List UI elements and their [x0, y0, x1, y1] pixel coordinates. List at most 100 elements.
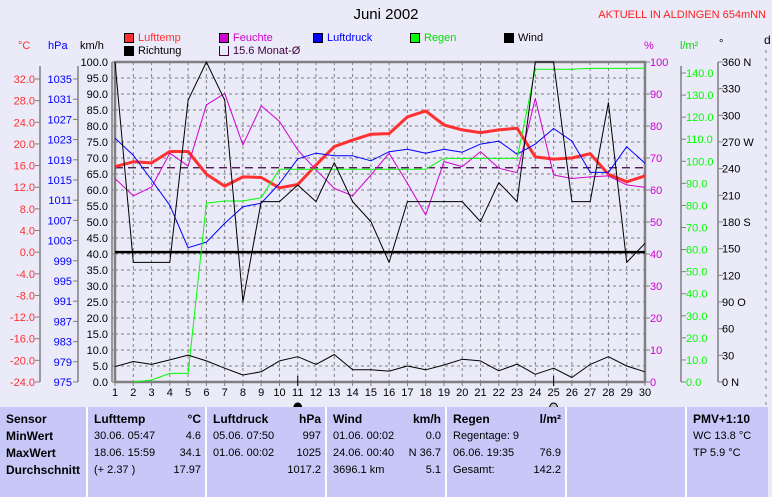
- rain-tick-label: 50.0: [686, 267, 707, 279]
- wind-header: Wind: [333, 411, 362, 428]
- pmv-dewpoint: TP 5.9 °C: [693, 445, 764, 462]
- x-tick-label: 6: [203, 387, 209, 399]
- x-tick-label: 4: [167, 387, 173, 399]
- pressure-tick-label: 975: [54, 377, 72, 389]
- humidity-tick-label: 90: [650, 89, 662, 101]
- rain-tick-label: 60.0: [686, 245, 707, 257]
- lufttemp-min-time: 30.06. 05:47: [94, 428, 155, 445]
- wind-tick-label: 35.0: [87, 265, 108, 277]
- x-tick-label: 16: [383, 387, 395, 399]
- x-tick-label: 28: [602, 387, 614, 399]
- wind-tick-label: 30.0: [87, 281, 108, 293]
- rain-tick-label: 80.0: [686, 200, 707, 212]
- x-tick-label: 12: [310, 387, 322, 399]
- direction-tick-label: 360 N: [722, 57, 751, 69]
- x-tick-label: 15: [365, 387, 377, 399]
- direction-tick-label: 0 N: [722, 377, 739, 389]
- x-tick-label: 20: [456, 387, 468, 399]
- temp-tick-label: 24.0: [14, 117, 35, 129]
- temp-tick-label: 8.0: [20, 204, 35, 216]
- temp-tick-label: -12.0: [10, 312, 35, 324]
- pmv-header: PMV+1:10: [693, 411, 764, 428]
- direction-tick-label: 60: [722, 324, 734, 336]
- stats-table: Sensor MinWert MaxWert Durchschnitt Luft…: [0, 407, 768, 497]
- rain-tick-label: 10.0: [686, 355, 707, 367]
- rain-tick-label: 30.0: [686, 311, 707, 323]
- wind-max-time: 24.06. 00:40: [333, 445, 394, 462]
- wind-tick-label: 85.0: [87, 105, 108, 117]
- sensor-header: Sensor: [6, 411, 82, 428]
- wind-tick-label: 60.0: [87, 185, 108, 197]
- wind-min-value: 0.0: [426, 428, 441, 445]
- temp-tick-label: 12.0: [14, 182, 35, 194]
- temp-tick-label: 4.0: [20, 226, 35, 238]
- direction-tick-label: 240: [722, 164, 740, 176]
- x-tick-label: 10: [273, 387, 285, 399]
- wind-tick-label: 55.0: [87, 201, 108, 213]
- wind-tick-label: 95.0: [87, 73, 108, 85]
- col-pmv: PMV+1:10 WC 13.8 °C TP 5.9 °C: [687, 407, 768, 497]
- lufttemp-avg-value: 17.97: [173, 462, 201, 479]
- lufttemp-unit: °C: [188, 411, 201, 428]
- rain-tick-label: 0.0: [686, 377, 701, 389]
- pressure-tick-label: 979: [54, 357, 72, 369]
- rain-tick-label: 100.0: [686, 156, 714, 168]
- direction-tick-label: 150: [722, 244, 740, 256]
- x-tick-label: 18: [420, 387, 432, 399]
- x-tick-label: 8: [240, 387, 246, 399]
- luftdruck-min-time: 05.06. 07:50: [213, 428, 274, 445]
- row-label-max: MaxWert: [6, 445, 82, 462]
- direction-tick-label: 330: [722, 84, 740, 96]
- wind-tick-label: 70.0: [87, 153, 108, 165]
- col-empty: [567, 407, 687, 497]
- wind-tick-label: 50.0: [87, 217, 108, 229]
- wind-unit-cell: km/h: [413, 411, 441, 428]
- wind-tick-label: 0.0: [93, 377, 108, 389]
- x-tick-label: 21: [474, 387, 486, 399]
- x-tick-label: 3: [148, 387, 154, 399]
- luftdruck-unit: hPa: [299, 411, 321, 428]
- regen-max-value: 76.9: [540, 445, 561, 462]
- temp-tick-label: 32.0: [14, 74, 35, 86]
- pressure-tick-label: 987: [54, 316, 72, 328]
- direction-tick-label: 90 O: [722, 297, 746, 309]
- x-tick-label: 30: [639, 387, 651, 399]
- pressure-tick-label: 991: [54, 296, 72, 308]
- pressure-tick-label: 1031: [48, 94, 72, 106]
- luftdruck-min-value: 997: [303, 428, 321, 445]
- lufttemp-avg-diff: (+ 2.37 ): [94, 462, 135, 479]
- x-tick-label: 2: [130, 387, 136, 399]
- x-tick-label: 27: [584, 387, 596, 399]
- lufttemp-min-value: 4.6: [186, 428, 201, 445]
- wind-tick-label: 15.0: [87, 329, 108, 341]
- wind-tick-label: 100.0: [80, 57, 108, 69]
- direction-tick-label: 30: [722, 350, 734, 362]
- row-label-min: MinWert: [6, 428, 82, 445]
- humidity-tick-label: 10: [650, 345, 662, 357]
- weather-chart: 32.028.024.020.016.012.08.04.00.0-4.0-8.…: [0, 0, 772, 410]
- humidity-tick-label: 80: [650, 121, 662, 133]
- direction-tick-label: 270 W: [722, 137, 754, 149]
- temp-tick-label: 28.0: [14, 96, 35, 108]
- col-sensor: Sensor MinWert MaxWert Durchschnitt: [0, 407, 88, 497]
- temp-tick-label: 0.0: [20, 247, 35, 259]
- lufttemp-max-time: 18.06. 15:59: [94, 445, 155, 462]
- pressure-tick-label: 995: [54, 276, 72, 288]
- regen-total-value: 142.2: [533, 462, 561, 479]
- x-tick-label: 19: [438, 387, 450, 399]
- wind-tick-label: 40.0: [87, 249, 108, 261]
- x-tick-label: 5: [185, 387, 191, 399]
- x-tick-label: 17: [401, 387, 413, 399]
- humidity-tick-label: 70: [650, 153, 662, 165]
- rain-tick-label: 110.0: [686, 134, 713, 146]
- temp-tick-label: 20.0: [14, 139, 35, 151]
- pressure-tick-label: 983: [54, 337, 72, 349]
- wind-tick-label: 90.0: [87, 89, 108, 101]
- wind-max-value: N 36.7: [409, 445, 441, 462]
- rain-tick-label: 90.0: [686, 178, 707, 190]
- lufttemp-header: Lufttemp: [94, 411, 145, 428]
- x-tick-label: 1: [112, 387, 118, 399]
- humidity-tick-label: 30: [650, 281, 662, 293]
- wind-avg-value: 5.1: [426, 462, 441, 479]
